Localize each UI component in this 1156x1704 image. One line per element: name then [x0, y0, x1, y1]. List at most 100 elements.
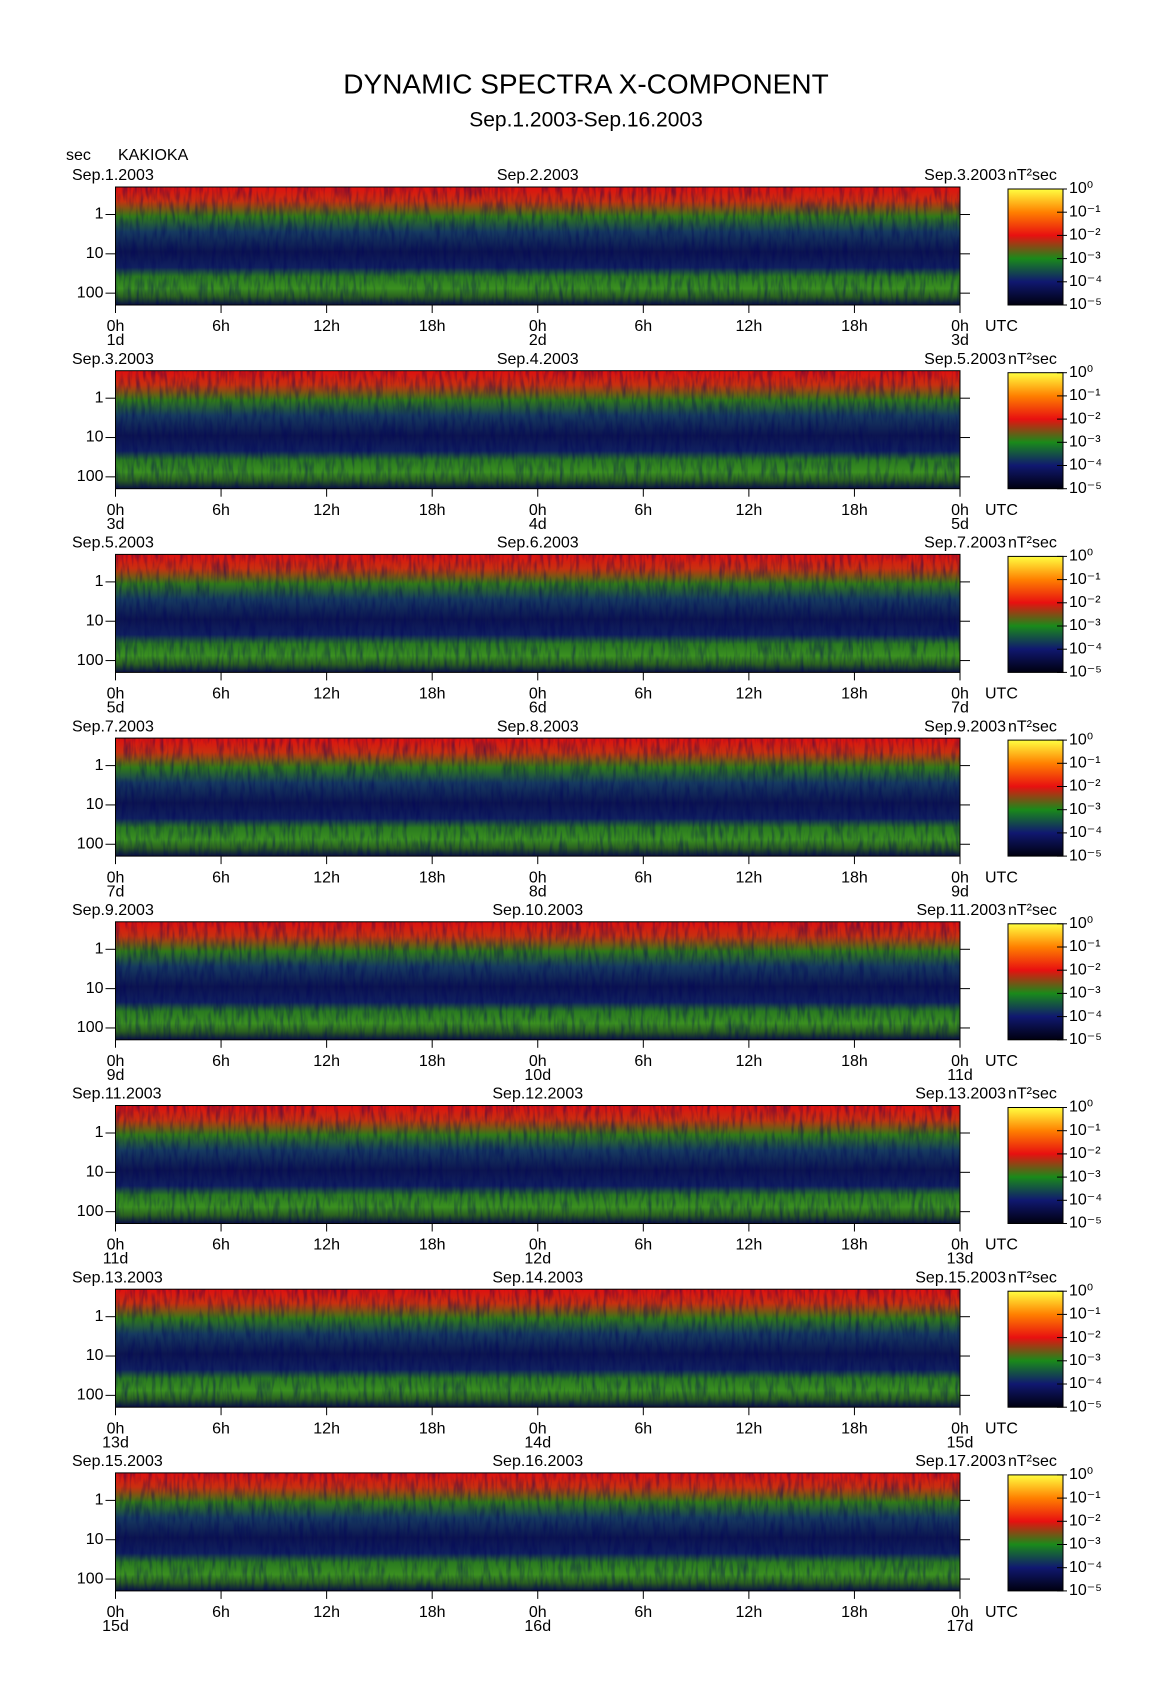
colorbar-tick-label: 10⁻¹	[1069, 571, 1101, 588]
x-tick-label: 12h	[313, 1420, 340, 1437]
x-tick-label: 6h	[634, 1604, 652, 1621]
x-tick-label: 0h	[529, 869, 547, 886]
x-tick-label: 12h	[736, 502, 763, 519]
x-tick-label: 0h	[529, 502, 547, 519]
day-label: 6d	[529, 700, 547, 717]
x-tick-label: 0h	[107, 869, 125, 886]
x-tick-label: 18h	[841, 318, 868, 335]
day-label: 13d	[947, 1251, 974, 1268]
colorbar-tick-label: 10⁻⁴	[1069, 824, 1102, 841]
colorbar-unit: nT²sec	[1008, 1269, 1057, 1286]
y-tick-label: 10	[86, 245, 104, 262]
day-label: 9d	[107, 1067, 125, 1084]
colorbar-tick-label: 10⁻⁴	[1069, 273, 1102, 290]
x-unit: UTC	[985, 686, 1018, 703]
colorbar-tick-label: 10⁻¹	[1069, 1122, 1101, 1139]
colorbar-tick-label: 10⁻³	[1069, 801, 1101, 818]
y-tick-label: 1	[95, 389, 104, 406]
colorbar-tick-label: 10⁻²	[1069, 1513, 1101, 1530]
date-label: Sep.8.2003	[497, 718, 579, 735]
date-label: Sep.11.2003	[72, 1086, 162, 1103]
x-unit: UTC	[985, 1604, 1018, 1621]
x-tick-label: 12h	[736, 686, 763, 703]
colorbar-tick-label: 10⁻⁴	[1069, 1192, 1102, 1209]
colorbar-tick-label: 10⁻⁴	[1069, 1008, 1102, 1025]
x-tick-label: 12h	[736, 318, 763, 335]
x-unit: UTC	[985, 1237, 1018, 1254]
x-tick-label: 6h	[634, 318, 652, 335]
x-tick-label: 0h	[107, 318, 125, 335]
y-unit: sec	[66, 147, 91, 164]
x-tick-label: 18h	[419, 1604, 446, 1621]
x-tick-label: 18h	[419, 1420, 446, 1437]
x-tick-label: 12h	[313, 869, 340, 886]
spectrogram-texture	[115, 921, 960, 1040]
day-label: 5d	[107, 700, 125, 717]
x-tick-label: 0h	[529, 1237, 547, 1254]
x-tick-label: 6h	[212, 1604, 230, 1621]
colorbar-tick-label: 10⁻¹	[1069, 938, 1101, 955]
colorbar-tick-label: 10⁻³	[1069, 617, 1101, 634]
colorbar-tick-label: 10⁻⁴	[1069, 1559, 1102, 1576]
day-label: 2d	[529, 332, 547, 349]
date-label: Sep.10.2003	[492, 902, 583, 919]
colorbar-unit: nT²sec	[1008, 535, 1057, 552]
day-label: 7d	[951, 700, 969, 717]
colorbar-tick-label: 10⁻¹	[1069, 755, 1101, 772]
colorbar-unit: nT²sec	[1008, 1086, 1057, 1103]
colorbar-tick-label: 10⁻⁴	[1069, 1375, 1102, 1392]
date-label: Sep.11.2003	[916, 902, 1006, 919]
y-tick-label: 100	[77, 1203, 104, 1220]
colorbar	[1007, 1474, 1064, 1592]
x-tick-label: 0h	[107, 1053, 125, 1070]
x-tick-label: 6h	[212, 1053, 230, 1070]
x-tick-label: 6h	[634, 869, 652, 886]
day-label: 13d	[102, 1434, 129, 1451]
colorbar-tick-label: 10⁰	[1069, 915, 1093, 932]
date-label: Sep.7.2003	[72, 718, 154, 735]
y-tick-label: 10	[86, 1164, 104, 1181]
colorbar-unit: nT²sec	[1008, 167, 1057, 184]
x-tick-label: 0h	[951, 686, 969, 703]
colorbar-tick-label: 10⁻²	[1069, 778, 1101, 795]
x-tick-label: 18h	[841, 1604, 868, 1621]
x-tick-label: 6h	[212, 869, 230, 886]
x-tick-label: 0h	[529, 1420, 547, 1437]
x-tick-label: 0h	[529, 318, 547, 335]
colorbar-tick-label: 10⁻¹	[1069, 1306, 1101, 1323]
date-label: Sep.5.2003	[72, 535, 154, 552]
date-label: Sep.13.2003	[915, 1086, 1006, 1103]
day-label: 3d	[951, 332, 969, 349]
y-tick-label: 100	[77, 835, 104, 852]
x-unit: UTC	[985, 318, 1018, 335]
colorbar-tick-label: 10⁻³	[1069, 985, 1101, 1002]
y-tick-label: 10	[86, 612, 104, 629]
colorbar-unit: nT²sec	[1008, 718, 1057, 735]
x-tick-label: 0h	[107, 502, 125, 519]
y-tick-label: 10	[86, 980, 104, 997]
day-label: 11d	[103, 1251, 129, 1268]
x-tick-label: 18h	[841, 686, 868, 703]
x-tick-label: 0h	[529, 1053, 547, 1070]
colorbar	[1007, 555, 1064, 673]
y-tick-label: 100	[77, 1019, 104, 1036]
date-label: Sep.13.2003	[72, 1269, 163, 1286]
x-tick-label: 0h	[951, 318, 969, 335]
colorbar-tick-label: 10⁻⁴	[1069, 457, 1102, 474]
x-unit: UTC	[985, 1053, 1018, 1070]
date-label: Sep.14.2003	[492, 1269, 583, 1286]
colorbar-tick-label: 10⁰	[1069, 1282, 1093, 1299]
day-label: 9d	[951, 883, 969, 900]
y-tick-label: 1	[95, 1124, 104, 1141]
colorbar-tick-label: 10⁻²	[1069, 594, 1101, 611]
spectrogram-texture	[115, 187, 960, 305]
x-tick-label: 18h	[419, 1053, 446, 1070]
y-tick-label: 1	[95, 1308, 104, 1325]
x-tick-label: 0h	[529, 1604, 547, 1621]
x-tick-label: 0h	[107, 1237, 125, 1254]
colorbar-tick-label: 10⁻¹	[1069, 1489, 1101, 1506]
x-tick-label: 18h	[419, 686, 446, 703]
x-tick-label: 18h	[841, 502, 868, 519]
colorbar-tick-label: 10⁻²	[1069, 1329, 1101, 1346]
x-tick-label: 18h	[841, 1237, 868, 1254]
